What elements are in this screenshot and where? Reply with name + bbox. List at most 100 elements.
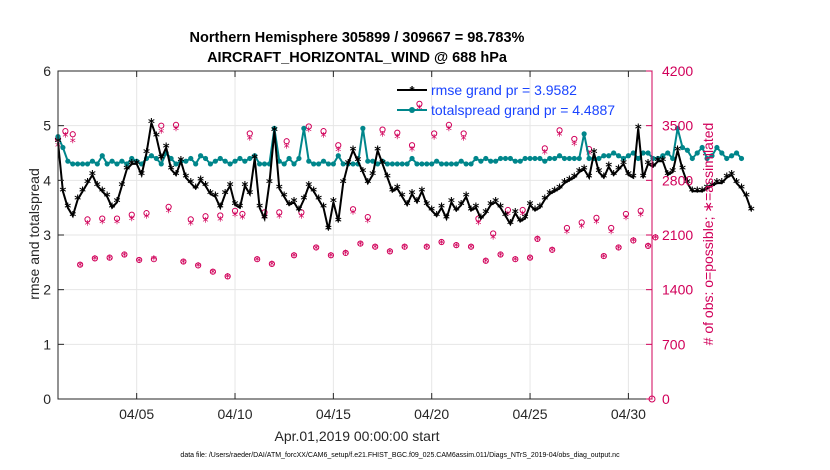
obs-possible-point [637,207,644,214]
obs-possible-point [268,260,275,267]
totalspread-point [694,150,700,156]
totalspread-point [99,153,105,159]
rmse-point: * [291,196,298,211]
obs-possible-point [172,121,180,128]
obs-possible-point [77,261,84,268]
obs-possible-point [276,209,283,216]
totalspread-point [438,161,445,167]
totalspread-point [109,158,115,164]
rmse-point: * [512,207,519,222]
obs-possible-point [578,219,585,226]
x-tick-label: 04/05 [119,406,154,422]
totalspread-point [571,155,577,162]
obs-possible-point [630,237,637,244]
rmse-point: * [664,169,671,184]
obs-possible-point [327,252,335,259]
totalspread-point [699,144,705,151]
obs-possible-point [158,122,165,129]
rmse-point: * [404,199,411,214]
totalspread-point [301,125,307,131]
obs-possible-point [615,244,622,251]
totalspread-point [389,161,395,167]
obs-possible-point [91,255,98,262]
rmse-point: * [497,202,504,217]
y-tick-label: 6 [43,63,51,79]
rmse-point: * [566,174,573,189]
obs-assimilated-point: * [77,259,83,273]
rmse-point: * [109,202,116,217]
totalspread-point [60,144,66,151]
obs-count-markers: ** *********************** ***************… [54,100,659,403]
totalspread-point [507,155,513,162]
rmse-point: * [414,196,421,211]
totalspread-point [714,144,720,151]
totalspread-point [434,158,440,164]
obs-assimilated-point: * [475,217,481,231]
totalspread-point [581,131,587,137]
totalspread-point [197,153,204,159]
rmse-point: * [463,191,470,206]
rmse-point: * [138,169,145,184]
y-tick-label: 1 [43,336,51,352]
data-file-footer: data file: /Users/raeder/DAI/ATM_forcXX/… [180,452,620,459]
rmse-point: * [679,163,686,178]
y2-tick-label: 1400 [662,282,693,298]
obs-assimilated-point: * [328,250,334,264]
rmse-point: * [153,131,160,146]
totalspread-point [94,161,100,167]
y-tick-label: 4 [43,172,51,188]
rmse-point: * [595,166,602,181]
obs-assimilated-point: * [468,241,474,255]
rmse-point: * [718,177,725,192]
rmse-point: * [605,161,612,176]
rmse-point: * [517,215,524,230]
totalspread-point [311,161,317,167]
totalspread-point [257,161,263,167]
totalspread-point [443,161,450,167]
totalspread-point [497,155,504,162]
rmse-point: * [207,188,214,203]
obs-possible-point [290,252,298,259]
totalspread-point [517,158,523,164]
obs-assimilated-point: * [321,130,327,144]
obs-possible-point [512,256,519,263]
rmse-point: * [60,185,67,200]
obs-possible-point [195,262,202,269]
obs-assimilated-point: * [372,241,378,255]
totalspread-point [665,150,671,156]
totalspread-point [679,144,686,151]
obs-assimilated-point: * [210,266,216,280]
obs-assimilated-point: * [144,211,150,225]
obs-assimilated-point: * [542,147,548,161]
legend-spread-label: totalspread grand pr = 4.4887 [431,102,615,118]
obs-assimilated-point: * [166,206,172,220]
rmse-point: * [340,177,347,192]
y2-axis-label: # of obs: o=possible; ∗=assimilated [700,123,716,346]
totalspread-point [611,150,617,156]
obs-possible-point [490,230,497,237]
y-tick-label: 3 [43,227,51,243]
rmse-point: * [458,199,465,214]
totalspread-point [640,150,646,156]
obs-assimilated-point: * [225,271,231,285]
rmse-point: * [640,172,647,187]
rmse-point: * [261,213,268,228]
obs-possible-point [593,214,600,221]
totalspread-point [576,155,582,162]
rmse-point: * [571,172,578,187]
rmse-point: * [694,185,701,200]
legend-rmse-label: rmse grand pr = 3.9582 [431,82,577,98]
obs-possible-point [571,135,578,143]
x-axis-label: Apr.01,2019 00:00:00 start [274,428,439,444]
obs-possible-point [209,268,216,275]
obs-possible-point [386,248,394,255]
totalspread-point [193,161,199,167]
rmse-point: * [271,125,278,140]
totalspread-point [375,161,381,167]
obs-assimilated-point: * [343,248,349,262]
obs-possible-point [342,249,349,257]
obs-possible-point [313,244,320,251]
rmse-point: * [546,188,553,203]
rmse-point: * [610,169,617,184]
